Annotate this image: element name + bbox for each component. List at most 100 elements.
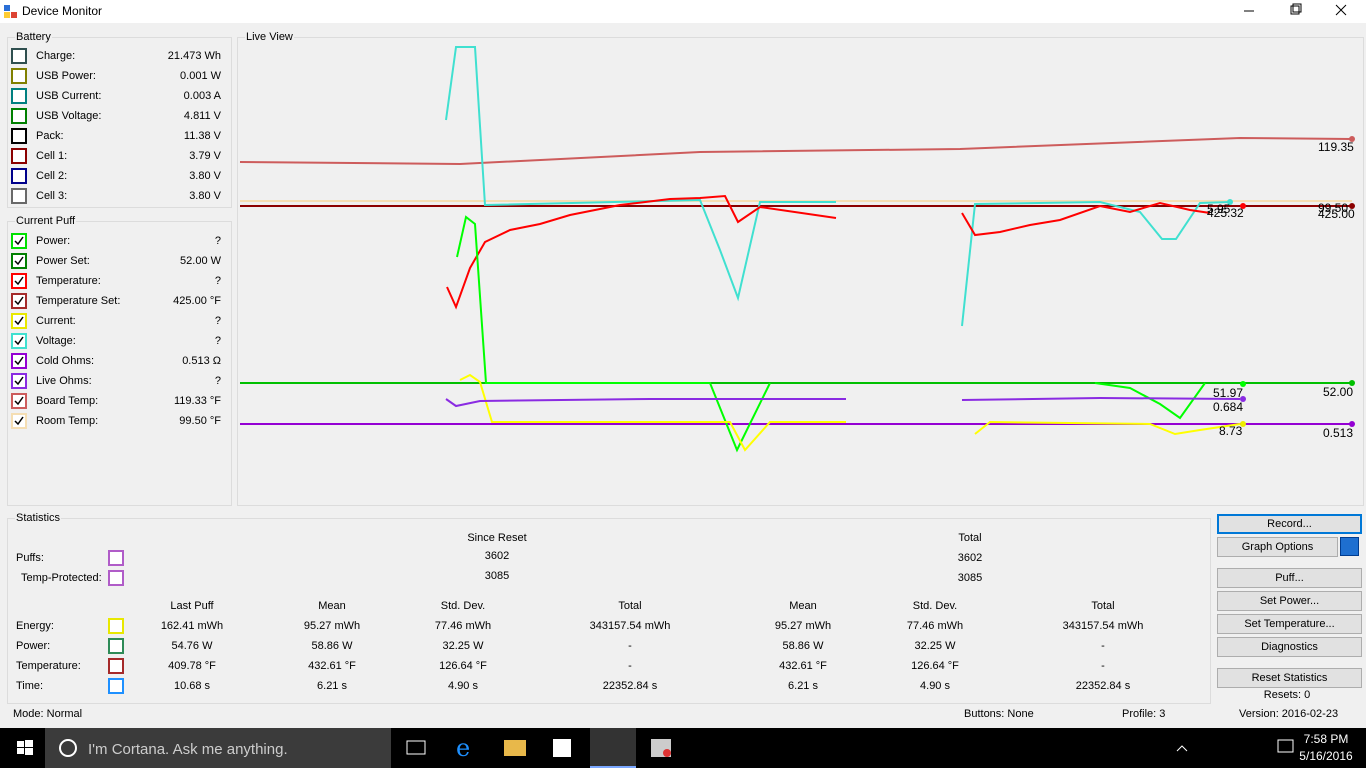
stat-value: 3085 bbox=[957, 572, 983, 584]
clock-date: 5/16/2016 bbox=[1299, 749, 1353, 763]
row-value: 3.80 V bbox=[189, 190, 221, 202]
stat-value: 409.78 °F bbox=[168, 660, 216, 672]
stat-value: 3085 bbox=[484, 570, 510, 582]
check-mark bbox=[14, 236, 24, 246]
row-label: Temperature Set: bbox=[36, 295, 121, 307]
stat-checkbox[interactable] bbox=[108, 570, 124, 586]
series-checkbox[interactable] bbox=[11, 313, 27, 329]
stat-value: - bbox=[628, 640, 632, 652]
button[interactable]: Diagnostics bbox=[1217, 637, 1362, 657]
check-mark bbox=[14, 316, 24, 326]
series-checkbox[interactable] bbox=[11, 148, 27, 164]
window-controls[interactable] bbox=[1230, 0, 1366, 23]
row-label: Cell 3: bbox=[36, 190, 68, 202]
row-label: USB Current: bbox=[36, 90, 102, 102]
button[interactable]: Reset Statistics bbox=[1217, 668, 1362, 688]
group-title: Statistics bbox=[15, 511, 62, 525]
stat-checkbox[interactable] bbox=[108, 618, 124, 634]
column-header: Total bbox=[1091, 600, 1115, 612]
group-title: Battery bbox=[15, 30, 52, 44]
row-label: Voltage: bbox=[36, 335, 76, 347]
series-checkbox[interactable] bbox=[11, 293, 27, 309]
series-checkbox[interactable] bbox=[11, 413, 27, 429]
series-checkbox[interactable] bbox=[11, 188, 27, 204]
button[interactable]: Record... bbox=[1217, 514, 1362, 534]
stat-checkbox[interactable] bbox=[108, 550, 124, 566]
row-label: Board Temp: bbox=[36, 395, 99, 407]
stat-value: 58.86 W bbox=[782, 640, 824, 652]
series-checkbox[interactable] bbox=[11, 48, 27, 64]
live-value-label: 52.00 bbox=[1323, 385, 1354, 399]
row-value: ? bbox=[214, 375, 221, 387]
stat-value: 343157.54 mWh bbox=[1062, 620, 1144, 632]
stat-value: 343157.54 mWh bbox=[589, 620, 671, 632]
battery-group bbox=[7, 37, 232, 208]
stat-value: 10.68 s bbox=[173, 680, 211, 692]
row-value: ? bbox=[214, 335, 221, 347]
stat-value: 126.64 °F bbox=[911, 660, 959, 672]
check-mark bbox=[14, 336, 24, 346]
check-mark bbox=[14, 256, 24, 266]
button[interactable]: Set Power... bbox=[1217, 591, 1362, 611]
check-mark bbox=[14, 396, 24, 406]
stat-checkbox[interactable] bbox=[108, 638, 124, 654]
row-label: Pack: bbox=[36, 130, 64, 142]
stat-value: 58.86 W bbox=[311, 640, 353, 652]
row-label: Temperature: bbox=[36, 275, 101, 287]
clock-time: 7:58 PM bbox=[1303, 732, 1349, 746]
stat-value: 77.46 mWh bbox=[434, 620, 492, 632]
column-header: Std. Dev. bbox=[912, 600, 958, 612]
series-checkbox[interactable] bbox=[11, 333, 27, 349]
row-label: Room Temp: bbox=[36, 415, 99, 427]
stat-checkbox[interactable] bbox=[108, 658, 124, 674]
row-value: 21.473 Wh bbox=[167, 50, 221, 62]
button[interactable]: Puff... bbox=[1217, 568, 1362, 588]
row-value: 3.80 V bbox=[189, 170, 221, 182]
button[interactable]: Graph Options bbox=[1217, 537, 1338, 557]
row-value: ? bbox=[214, 235, 221, 247]
row-value: 0.003 A bbox=[183, 90, 221, 102]
row-value: 52.00 W bbox=[180, 255, 221, 267]
search-box[interactable] bbox=[45, 728, 391, 768]
series-checkbox[interactable] bbox=[11, 88, 27, 104]
check-mark bbox=[14, 376, 24, 386]
series-checkbox[interactable] bbox=[11, 273, 27, 289]
row-value: ? bbox=[214, 275, 221, 287]
series-checkbox[interactable] bbox=[11, 233, 27, 249]
row-label: Power: bbox=[16, 640, 51, 652]
row-label: Time: bbox=[16, 680, 44, 692]
stat-value: 6.21 s bbox=[788, 680, 818, 692]
series-checkbox[interactable] bbox=[11, 68, 27, 84]
stat-value: 4.90 s bbox=[448, 680, 478, 692]
stat-value: - bbox=[628, 660, 632, 672]
series-checkbox[interactable] bbox=[11, 253, 27, 269]
button[interactable]: Set Temperature... bbox=[1217, 614, 1362, 634]
series-checkbox[interactable] bbox=[11, 108, 27, 124]
stat-value: 432.61 °F bbox=[779, 660, 827, 672]
stat-value: 3602 bbox=[957, 552, 983, 564]
stat-checkbox[interactable] bbox=[108, 678, 124, 694]
row-label: USB Voltage: bbox=[36, 110, 102, 122]
row-label: Energy: bbox=[16, 620, 54, 632]
series-checkbox[interactable] bbox=[11, 373, 27, 389]
series-checkbox[interactable] bbox=[11, 393, 27, 409]
stat-value: 95.27 mWh bbox=[303, 620, 361, 632]
status-text: Buttons: None bbox=[964, 708, 1034, 720]
check-mark bbox=[14, 296, 24, 306]
live-value-label: 99.50 bbox=[1318, 201, 1349, 215]
resets-label: Resets: 0 bbox=[1263, 689, 1311, 701]
column-header: Std. Dev. bbox=[440, 600, 486, 612]
stat-value: - bbox=[1101, 640, 1105, 652]
live-value-label: 8.73 bbox=[1219, 424, 1243, 438]
stat-value: 4.90 s bbox=[920, 680, 950, 692]
graph-options-icon[interactable] bbox=[1340, 537, 1359, 556]
series-checkbox[interactable] bbox=[11, 168, 27, 184]
row-value: 425.00 °F bbox=[173, 295, 221, 307]
series-checkbox[interactable] bbox=[11, 353, 27, 369]
row-value: 99.50 °F bbox=[179, 415, 221, 427]
row-label: Live Ohms: bbox=[36, 375, 92, 387]
series-checkbox[interactable] bbox=[11, 128, 27, 144]
row-label: Cold Ohms: bbox=[36, 355, 95, 367]
row-value: 0.001 W bbox=[180, 70, 221, 82]
live-view-plot bbox=[239, 46, 1355, 453]
